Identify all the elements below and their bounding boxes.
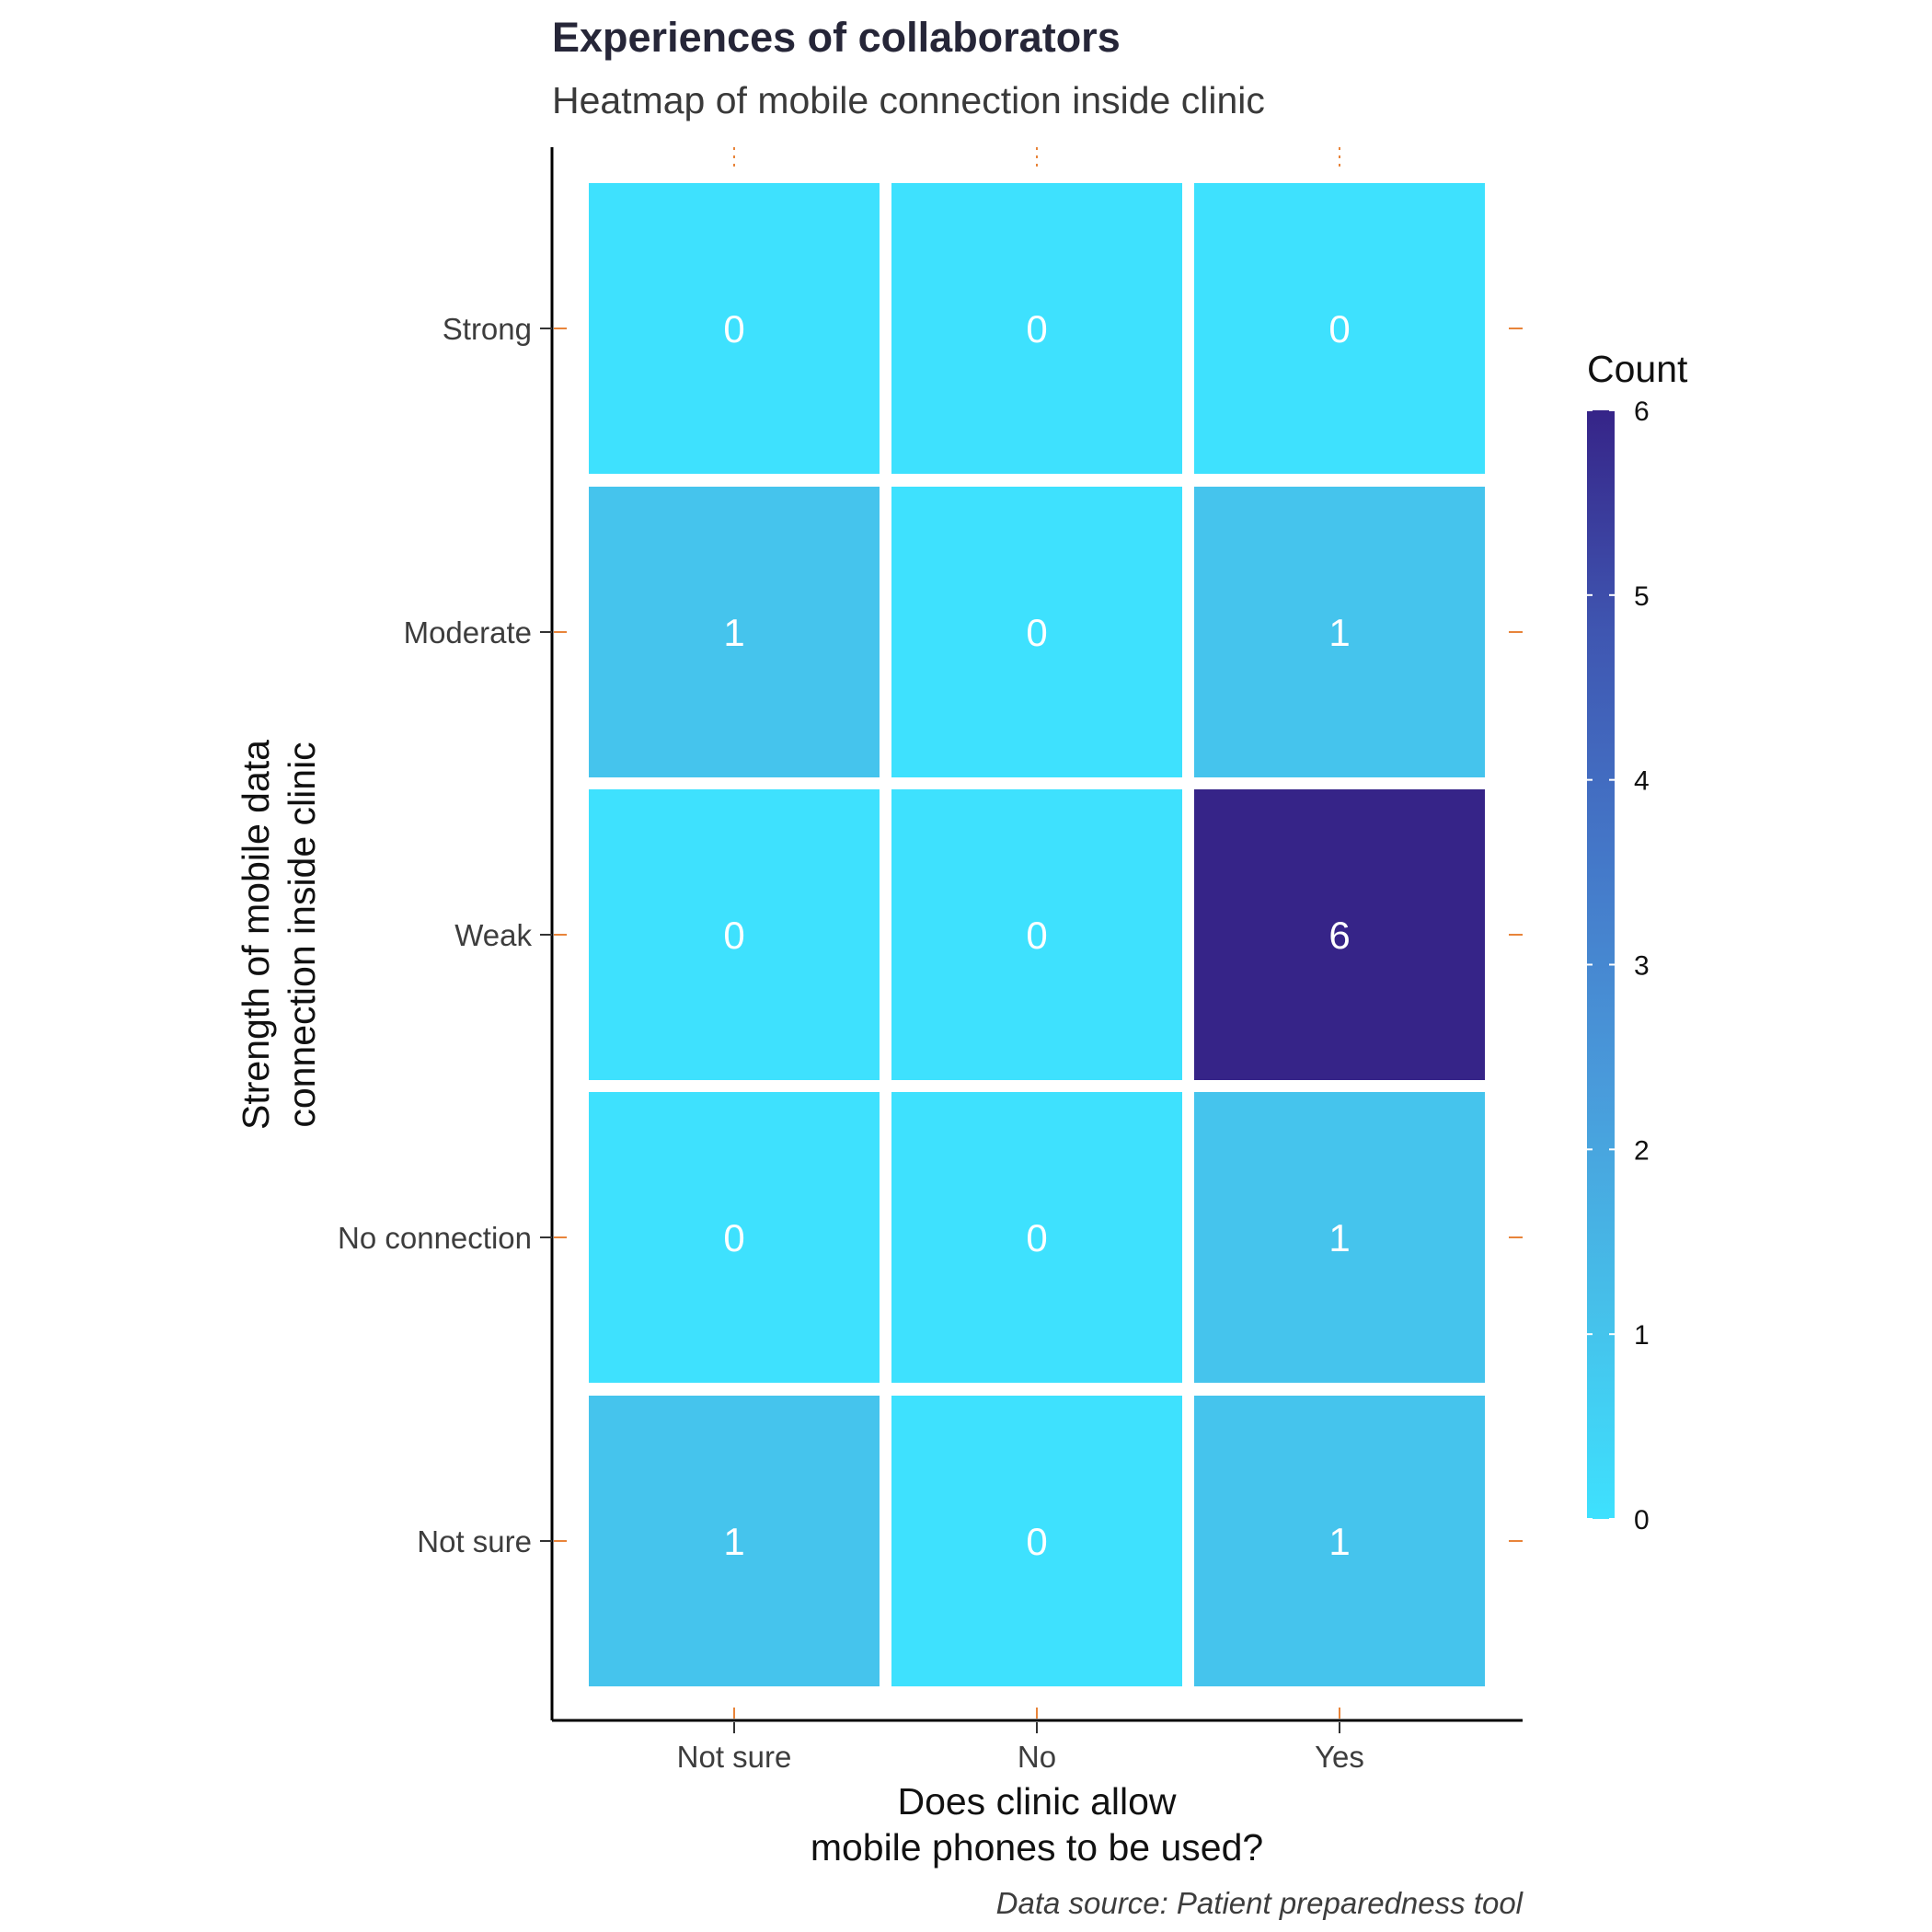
cell-value-label: 0 [1026, 307, 1047, 351]
heatmap-cell [1194, 183, 1485, 474]
y-tick-label: Strong [443, 312, 532, 346]
heatmap-cell [589, 1396, 880, 1686]
x-tick-label: Not sure [677, 1740, 792, 1774]
y-axis-title-line: connection inside clinic [281, 742, 323, 1127]
heatmap-cell [1194, 1396, 1485, 1686]
cell-value-label: 1 [1328, 1216, 1350, 1259]
legend-tick-label: 2 [1634, 1135, 1650, 1166]
cell-value-label: 1 [723, 1520, 744, 1563]
y-axis-title: Strength of mobile dataconnection inside… [235, 740, 323, 1130]
y-tick-label: Not sure [417, 1524, 532, 1558]
cell-value-label: 6 [1328, 914, 1350, 957]
cell-value-label: 0 [1026, 611, 1047, 654]
legend-tick-label: 0 [1634, 1505, 1650, 1535]
heatmap-cell [589, 1092, 880, 1383]
cell-value-label: 0 [723, 914, 744, 957]
y-tick-label: Moderate [404, 615, 532, 650]
legend-tick-label: 6 [1634, 397, 1650, 427]
chart-title: Experiences of collaborators [552, 14, 1121, 61]
cell-value-label: 0 [1026, 1520, 1047, 1563]
axis-ticks: Strong Moderate Weak No connection Not sure N… [338, 147, 1523, 1774]
heatmap-cells: 0 0 0 1 0 1 0 0 6 0 0 1 1 0 1 [589, 183, 1485, 1686]
y-tick-label: No connection [338, 1221, 532, 1255]
cell-value-label: 1 [1328, 611, 1350, 654]
heatmap-cell [891, 183, 1182, 474]
heatmap-cell [589, 183, 880, 474]
legend-tick-label: 4 [1634, 766, 1650, 797]
x-axis-title-line: Does clinic allow [897, 1780, 1176, 1823]
cell-value-label: 0 [1026, 1216, 1047, 1259]
cell-value-label: 0 [723, 307, 744, 351]
y-axis-title-line: Strength of mobile data [235, 740, 277, 1130]
x-tick-label: No [1018, 1740, 1056, 1774]
heatmap-cell [1194, 1092, 1485, 1383]
cell-value-label: 0 [1328, 307, 1350, 351]
legend-tick-label: 5 [1634, 581, 1650, 612]
caption: Data source: Patient preparedness tool [996, 1886, 1524, 1920]
heatmap-cell [589, 487, 880, 777]
heatmap-cell [891, 487, 1182, 777]
legend-ticks: 0 1 2 3 4 5 6 [1587, 397, 1650, 1535]
chart-subtitle: Heatmap of mobile connection inside clin… [552, 79, 1265, 121]
x-axis-title: Does clinic allow mobile phones to be use… [811, 1780, 1263, 1869]
legend-tick-label: 3 [1634, 951, 1650, 982]
heatmap-cell [1194, 789, 1485, 1080]
cell-value-label: 1 [1328, 1520, 1350, 1563]
cell-value-label: 0 [723, 1216, 744, 1259]
cell-value-label: 1 [723, 611, 744, 654]
heatmap-cell [1194, 487, 1485, 777]
legend-tick-label: 1 [1634, 1320, 1650, 1351]
legend-title: Count [1587, 348, 1688, 390]
x-tick-label: Yes [1315, 1740, 1364, 1774]
heatmap-cell [891, 1396, 1182, 1686]
cell-value-label: 0 [1026, 914, 1047, 957]
x-axis-title-line: mobile phones to be used? [811, 1826, 1263, 1869]
heatmap-cell [891, 789, 1182, 1080]
heatmap-cell [589, 789, 880, 1080]
y-tick-label: Weak [454, 918, 532, 952]
heatmap-cell [891, 1092, 1182, 1383]
